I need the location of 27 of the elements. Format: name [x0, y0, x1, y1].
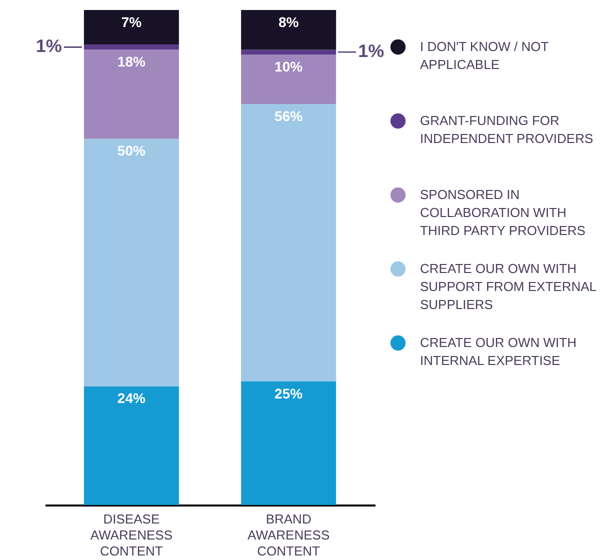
data-label: 1% — [358, 41, 384, 62]
bar — [84, 138, 179, 386]
legend-label: CREATE OUR OWN WITH INTERNAL EXPERTISE — [420, 335, 576, 368]
x-tick-label: BRAND AWARENESS CONTENT — [248, 512, 330, 558]
legend-label: GRANT-FUNDING FOR INDEPENDENT PROVIDERS — [420, 113, 594, 146]
data-label: 8% — [278, 14, 300, 30]
bar — [84, 10, 179, 45]
bar — [241, 104, 336, 382]
legend-label: I DON'T KNOW / NOT APPLICABLE — [420, 39, 549, 72]
bar — [84, 44, 179, 50]
data-label: 1% — [36, 36, 62, 56]
legend-label: CREATE OUR OWN WITH SUPPORT FROM EXTERNAL SUPPLIERS — [420, 261, 596, 312]
bar — [241, 10, 336, 50]
data-label: 25% — [274, 385, 304, 402]
data-label: 24% — [117, 390, 146, 406]
x-tick-label: DISEASE AWARENESS CONTENT — [90, 512, 173, 558]
bar — [84, 50, 179, 139]
data-label: 7% — [121, 14, 142, 30]
bar — [241, 54, 336, 104]
data-label: 50% — [117, 142, 146, 159]
legend-label: SPONSORED IN COLLABORATION WITH THIRD PARTY PROVIDERS — [420, 187, 586, 238]
data-label: 56% — [274, 108, 304, 124]
data-label: 18% — [117, 54, 146, 70]
data-label: 10% — [274, 58, 304, 75]
bar — [241, 50, 336, 55]
bar — [241, 381, 336, 505]
bar — [84, 386, 179, 505]
